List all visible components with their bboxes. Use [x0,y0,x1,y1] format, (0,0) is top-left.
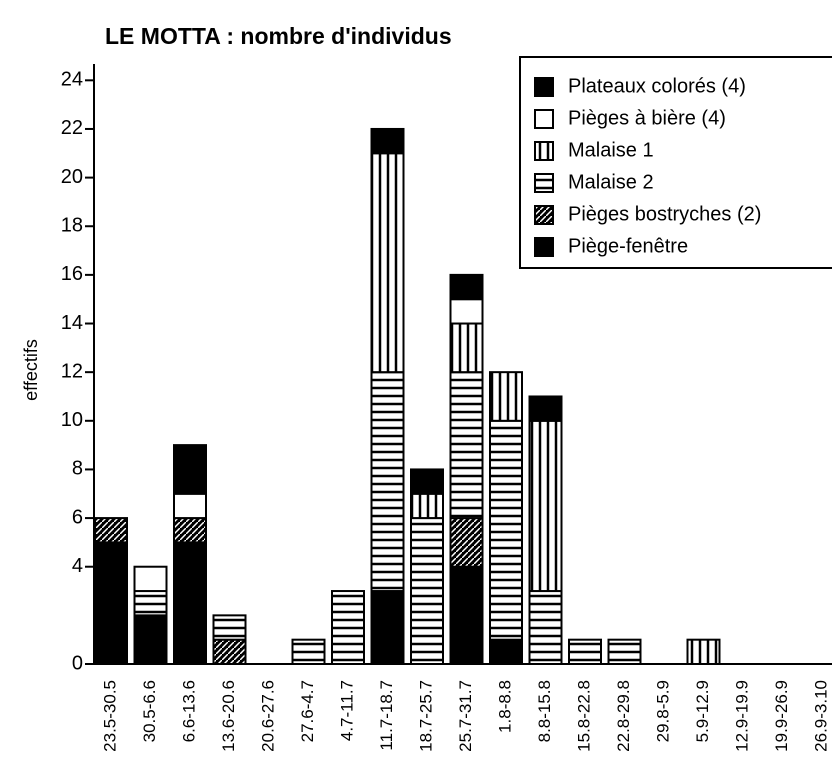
x-tick-label: 20.6-27.6 [258,680,277,752]
x-tick-label: 11.7-18.7 [377,680,396,751]
x-tick-label: 29.8-5.9 [653,680,672,742]
x-tick-label: 15.8-22.8 [574,680,593,752]
bar-segment [449,298,484,325]
bar-segment [449,517,484,568]
x-tick-label: 19.9-26.9 [772,680,791,752]
x-tick-label: 26.9-3.10 [811,680,830,752]
legend-label: Piège-fenêtre [568,235,688,257]
legend-swatch [534,173,554,193]
bar-segment [370,371,405,593]
bar-segment [528,395,563,422]
bar-segment [94,541,128,666]
x-tick-label: 5.9-12.9 [693,680,712,742]
y-tick-label: 0 [72,652,83,674]
bar-segment [686,638,721,665]
bar-segment [133,614,168,665]
x-tick-label: 13.6-20.6 [219,680,238,752]
legend-swatch [534,141,554,161]
x-tick-label: 8.8-15.8 [535,680,554,742]
y-tick-label: 4 [72,555,83,577]
y-tick-label: 14 [61,312,83,334]
bar-segment [212,614,247,641]
bar-segment [449,371,484,520]
bar-segment [331,590,365,665]
y-tick-label: 16 [61,263,83,285]
x-tick-label: 6.6-13.6 [179,680,198,742]
bar-segment [173,517,207,544]
legend-label: Malaise 2 [568,171,654,193]
legend-swatch [534,77,554,97]
x-tick-label: 23.5-30.5 [100,680,119,752]
legend-label: Pièges à bière (4) [568,107,726,129]
y-tick-label: 18 [61,215,83,237]
x-tick-label: 22.8-29.8 [614,680,633,752]
bar-segment [173,541,207,666]
x-tick-label: 30.5-6.6 [140,680,159,742]
y-tick-label: 12 [61,360,83,382]
bar-segment [449,322,484,374]
legend-label: Plateaux colorés (4) [568,75,746,97]
x-tick-label: 12.9-19.9 [732,680,751,752]
bar-segment [370,590,405,665]
x-tick-label: 4.7-11.7 [337,680,356,741]
legend-swatch [534,237,554,257]
bar-segment [370,127,405,155]
legend-box [519,56,832,269]
bar-segment [133,565,168,593]
bar-segment [607,638,642,665]
bar-segment [489,371,523,422]
bar-segment [212,638,247,665]
x-tick-label: 27.6-4.7 [298,680,317,742]
chart-title: LE MOTTA : nombre d'individus [105,23,452,49]
y-tick-label: 22 [61,117,83,139]
bar-segment [410,517,444,666]
legend-swatch [534,109,554,129]
y-tick-label: 10 [61,409,83,431]
bar-segment [133,590,168,617]
x-tick-label: 1.8-8.8 [495,680,514,733]
bar-segment [528,590,563,665]
bar-segment [449,273,484,301]
bar-segment [410,492,444,520]
y-tick-label: 8 [72,458,83,480]
bar-segment [528,419,563,593]
bar-segment [568,638,602,665]
bar-segment [489,638,523,665]
y-tick-label: 20 [61,166,83,188]
y-tick-label: 6 [72,506,83,528]
legend-label: Pièges bostryches (2) [568,203,761,225]
bar-segment [410,468,444,495]
y-tick-label: 24 [61,69,83,91]
bar-segment [449,565,484,665]
legend-swatch [534,205,554,225]
bar-segment [173,444,207,495]
x-tick-label: 18.7-25.7 [416,680,435,752]
bar-segment [370,152,405,374]
bar-segment [173,492,207,520]
bar-segment [94,517,128,544]
bar-segment [489,419,523,641]
x-tick-label: 25.7-31.7 [456,680,475,752]
legend-label: Malaise 1 [568,139,654,161]
bar-segment [291,638,326,665]
y-axis-label: effectifs [21,339,41,401]
